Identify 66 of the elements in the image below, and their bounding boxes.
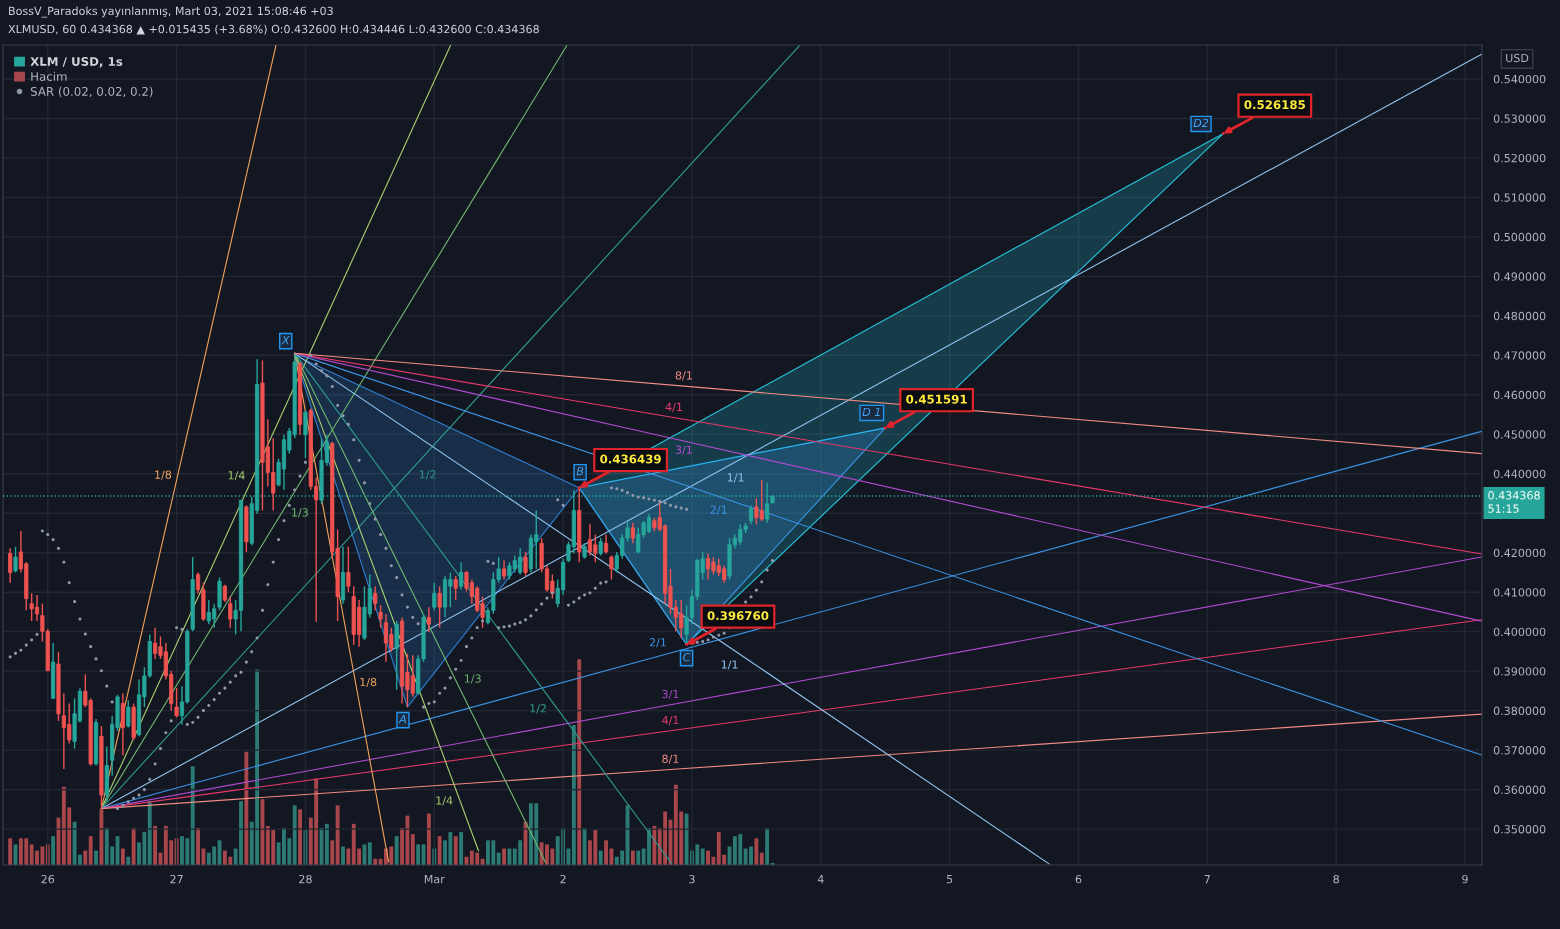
series-label: 2/1 [710, 505, 727, 515]
series-label: 1/3 [292, 508, 308, 518]
y-tick-label: 0.460000 [1493, 390, 1546, 400]
x-tick-label: 8 [1333, 874, 1339, 884]
series-label: 1/2 [530, 704, 546, 714]
series-label: 1/2 [419, 470, 436, 480]
data-label: 0.436439 [600, 454, 661, 464]
y-tick-label: 0.530000 [1493, 114, 1546, 123]
series-label: 2/1 [649, 638, 666, 648]
series-label: 4/1 [662, 716, 679, 726]
series-label: 1/1 [727, 473, 744, 483]
x-tick-label: 4 [817, 875, 824, 884]
x-tick-label: 27 [170, 874, 183, 884]
annotation: B [576, 467, 584, 476]
legend-label: XLM / USD, 1s [30, 57, 123, 68]
series-label: 4/1 [665, 402, 682, 412]
x-tick-label: 7 [1204, 875, 1210, 884]
y-tick-label: 0.520000 [1493, 153, 1546, 163]
y-tick-label: 0.480000 [1493, 311, 1546, 321]
series-label: 1/3 [464, 674, 481, 684]
x-tick-label: 5 [946, 875, 953, 884]
annotation: X [281, 336, 290, 345]
y-tick-label: 0.400000 [1493, 627, 1546, 637]
x-tick-label: 28 [299, 874, 312, 884]
x-tick-label: 6 [1075, 874, 1082, 884]
annotation: C [683, 652, 691, 662]
y-tick-label: 0.370000 [1493, 746, 1546, 755]
series-label: 1/8 [155, 470, 172, 480]
series-label: 1/4 [228, 471, 245, 481]
y-tick-label: 0.360000 [1493, 785, 1546, 794]
x-tick-label: 9 [1462, 874, 1468, 884]
annotation: D2 [1193, 118, 1209, 128]
y-tick-label: 0.410000 [1493, 588, 1546, 597]
series-label: 1/8 [360, 677, 377, 688]
y-tick-label: 0.470000 [1493, 351, 1546, 360]
y-tick-label: 0.350000 [1493, 825, 1546, 834]
y-tick-label: 0.500000 [1493, 232, 1546, 242]
x-tick-label: 3 [689, 874, 695, 884]
series-label: 3/1 [662, 689, 679, 700]
annotation: A [398, 715, 406, 724]
y-tick-label: 0.490000 [1493, 272, 1546, 281]
series-label: 1/4 [436, 796, 453, 806]
x-tick-label: 26 [41, 874, 55, 884]
x-tick-label: Mar [424, 875, 445, 884]
y-axis-title: USD [1506, 53, 1529, 63]
y-tick-label: 0.450000 [1493, 430, 1546, 439]
series-label: 1/1 [721, 660, 738, 670]
series-label: 3/1 [675, 445, 692, 455]
ref-line-label: 0.434368 51:15 [1488, 491, 1540, 513]
y-tick-label: 0.540000 [1493, 74, 1546, 84]
x-tick-label: 2 [560, 874, 566, 884]
legend-label: SAR (0.02, 0.02, 0.2) [30, 86, 153, 98]
series-label: 8/1 [662, 754, 679, 764]
series-label: 8/1 [675, 371, 692, 381]
y-tick-label: 0.440000 [1493, 469, 1546, 479]
y-tick-label: 0.420000 [1493, 548, 1546, 558]
data-label: 0.451591 [906, 394, 967, 404]
chart-subtitle: XLMUSD, 60 0.434368 ▲ +0.015435 (+3.68%) O:0.432600 H:0.434446 L:0.432600 C:0.434368 [8, 24, 539, 35]
annotation: D 1 [862, 407, 880, 417]
y-tick-label: 0.510000 [1493, 193, 1546, 202]
y-tick-label: 0.390000 [1493, 667, 1546, 676]
data-label: 0.396760 [707, 611, 769, 621]
data-label: 0.526185 [1244, 100, 1305, 110]
y-tick-label: 0.380000 [1493, 706, 1546, 716]
chart-title: BossV_Paradoks yayınlanmış, Mart 03, 2021 15:08:46 +03 [9, 6, 333, 18]
legend-label: Hacim [31, 71, 67, 81]
